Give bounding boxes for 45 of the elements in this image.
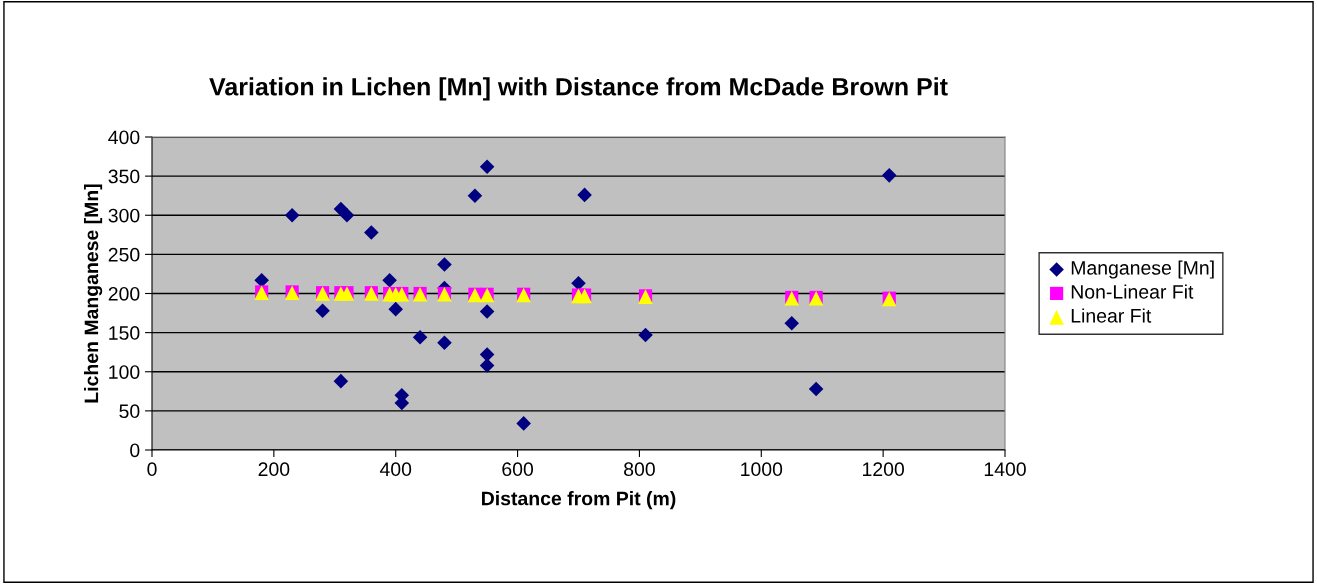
point	[784, 315, 800, 331]
point	[382, 272, 397, 288]
legend-label: Non-Linear Fit	[1071, 284, 1194, 299]
y-tick-label: 400	[108, 130, 140, 145]
x-tick-label: 200	[258, 462, 290, 477]
point	[284, 207, 300, 223]
legend-label: Manganese [Mn]	[1071, 260, 1214, 279]
point	[254, 272, 269, 288]
point	[364, 225, 379, 240]
y-tick-label: 100	[109, 365, 140, 379]
y-tick-label: 50	[119, 404, 140, 419]
point	[577, 187, 592, 203]
point	[333, 373, 349, 389]
point	[339, 207, 355, 223]
y-tick-label: 150	[109, 326, 140, 340]
point	[516, 416, 531, 431]
point	[479, 159, 495, 175]
point	[479, 358, 495, 373]
x-tick-label: 0	[147, 462, 157, 477]
point	[315, 303, 330, 318]
point	[479, 304, 495, 319]
y-tick-label: 300	[108, 208, 140, 223]
x-tick-label: 1000	[741, 462, 783, 477]
legend-label: Linear Fit	[1071, 308, 1152, 323]
x-tick-label: 600	[502, 462, 534, 477]
point	[571, 276, 586, 291]
point	[412, 330, 428, 345]
point	[808, 381, 824, 397]
x-tick-label: 800	[624, 462, 655, 477]
x-tick-label: 1400	[984, 462, 1026, 477]
x-axis-title: Distance from Pit (m)	[482, 491, 676, 510]
point	[638, 327, 653, 343]
y-tick-label: 350	[108, 169, 140, 184]
point	[467, 188, 483, 203]
y-tick-label: 0	[130, 443, 140, 458]
y-tick-label: 200	[108, 286, 140, 301]
point	[437, 257, 452, 272]
point	[388, 301, 403, 317]
point	[881, 168, 897, 183]
y-tick-label: 250	[108, 247, 140, 262]
x-tick-label: 400	[379, 462, 412, 477]
y-axis-title: Lichen Manganese [Mn]	[83, 184, 103, 403]
x-tick-label: 1200	[863, 462, 905, 477]
chart-title: Variation in Lichen [Mn] with Distance from McDade Brown Pit	[209, 77, 948, 101]
point	[437, 335, 452, 351]
